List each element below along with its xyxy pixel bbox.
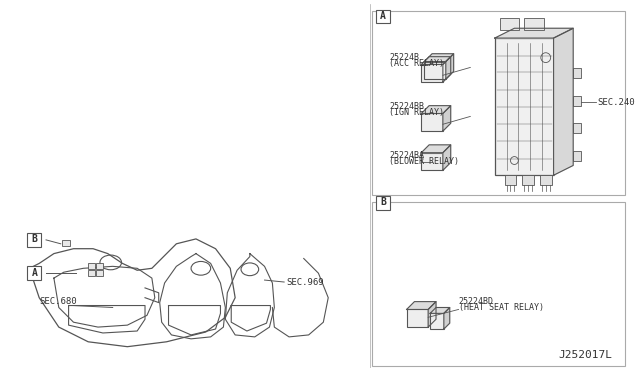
Bar [96,263,103,269]
Bar [421,113,443,131]
Bar [424,61,446,79]
Text: B: B [31,234,37,244]
FancyBboxPatch shape [28,266,41,280]
Text: SEC.680: SEC.680 [39,296,77,305]
Polygon shape [554,28,573,175]
Bar [96,270,103,276]
Bar [524,19,544,30]
Text: SEC.969: SEC.969 [286,278,324,287]
Bar [372,202,625,366]
Polygon shape [406,302,436,310]
Bar [88,270,95,276]
Bar [61,240,70,246]
Text: (HEAT SEAT RELAY): (HEAT SEAT RELAY) [458,304,543,312]
Text: B: B [380,197,386,207]
Text: SEC.240: SEC.240 [598,98,636,107]
Text: A: A [31,268,37,278]
Bar [421,64,443,82]
Text: J252017L: J252017L [558,350,612,360]
Polygon shape [444,308,450,329]
Text: 25224BA: 25224BA [389,151,424,160]
Bar [500,19,519,30]
Bar [421,153,443,170]
Text: A: A [380,11,386,21]
Text: (ACC RELAY): (ACC RELAY) [389,60,444,68]
FancyBboxPatch shape [376,196,390,209]
Bar [406,310,428,327]
Polygon shape [443,106,451,131]
Bar [522,175,534,185]
Bar [573,151,581,161]
Text: (IGN RELAY): (IGN RELAY) [389,109,444,118]
Polygon shape [421,57,451,64]
Bar [504,175,516,185]
Polygon shape [421,145,451,153]
Bar [88,263,95,269]
Text: 25224BB: 25224BB [389,102,424,110]
Text: (BLOWER RELAY): (BLOWER RELAY) [389,157,459,166]
Polygon shape [495,28,573,38]
Polygon shape [428,302,436,327]
Polygon shape [424,54,454,61]
Bar [372,11,625,195]
Text: 25224B: 25224B [389,52,419,62]
Bar [573,123,581,133]
Bar [573,96,581,106]
Polygon shape [446,54,454,79]
Polygon shape [421,106,451,113]
Polygon shape [430,308,450,313]
Text: 25224BD: 25224BD [458,296,493,305]
Bar [573,68,581,78]
FancyBboxPatch shape [376,10,390,23]
FancyBboxPatch shape [28,233,41,247]
Bar [540,175,552,185]
Bar [430,313,444,329]
Polygon shape [443,145,451,170]
Polygon shape [443,57,451,82]
Bar [495,38,554,175]
